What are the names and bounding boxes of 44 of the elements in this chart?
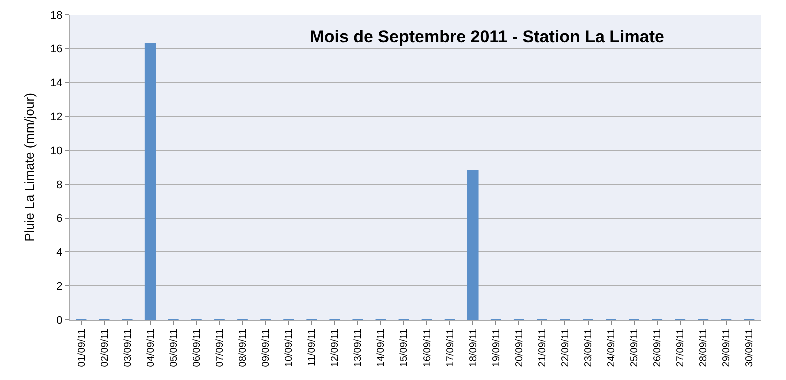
- x-tick-label: 25/09/11: [630, 328, 641, 368]
- y-tick-label: 2: [56, 280, 63, 293]
- x-tick-label: 08/09/11: [238, 328, 249, 368]
- x-tick-label: 18/09/11: [468, 328, 480, 368]
- y-tick-label: 10: [50, 145, 63, 158]
- x-tick-label: 24/09/11: [606, 328, 618, 368]
- x-tick-label: 29/09/11: [722, 328, 733, 368]
- x-tick-label: 19/09/11: [491, 328, 502, 368]
- x-tick-label: 06/09/11: [192, 328, 203, 368]
- x-tick-label: 28/09/11: [698, 328, 710, 368]
- x-tick-label: 13/09/11: [353, 328, 364, 368]
- y-tick-label: 0: [56, 314, 63, 327]
- x-tick-label: 11/09/11: [307, 328, 318, 366]
- x-tick-label: 03/09/11: [122, 328, 134, 368]
- y-tick-label: 16: [50, 44, 63, 56]
- x-tick-label: 30/09/11: [744, 328, 756, 368]
- x-tick-label: 20/09/11: [514, 328, 526, 368]
- x-tick-label: 07/09/11: [214, 328, 226, 368]
- x-tick-label: 22/09/11: [560, 328, 572, 368]
- x-tick-label: 12/09/11: [330, 328, 342, 368]
- x-tick-label: 16/09/11: [422, 328, 434, 368]
- x-tick-label: 17/09/11: [445, 328, 456, 368]
- x-tick-label: 01/09/11: [76, 328, 88, 368]
- y-axis-title: Pluie La Limate (mm/jour): [22, 93, 37, 242]
- y-tick-label: 6: [56, 213, 63, 226]
- x-tick-label: 27/09/11: [676, 328, 687, 368]
- x-tick-label: 10/09/11: [284, 328, 296, 368]
- x-tick-label: 26/09/11: [652, 328, 664, 368]
- x-tick-label: 02/09/11: [100, 328, 111, 368]
- y-tick-label: 8: [56, 179, 63, 192]
- bar: [467, 170, 479, 320]
- x-tick-label: 05/09/11: [168, 328, 180, 368]
- y-tick-label: 12: [50, 112, 63, 124]
- x-tick-label: 23/09/11: [584, 328, 594, 368]
- x-tick-label: 14/09/11: [376, 328, 388, 368]
- x-tick-label: 09/09/11: [261, 328, 272, 368]
- text: Mois de Septembre 2011 - Station La Limate: [310, 27, 664, 46]
- y-tick-label: 18: [50, 10, 63, 22]
- x-tick-label: 15/09/11: [399, 328, 410, 368]
- y-tick-label: 4: [56, 247, 63, 260]
- x-tick-label: 04/09/11: [146, 328, 157, 368]
- y-tick-label: 14: [50, 78, 63, 90]
- x-tick-label: 21/09/11: [537, 328, 548, 368]
- bar: [144, 43, 156, 320]
